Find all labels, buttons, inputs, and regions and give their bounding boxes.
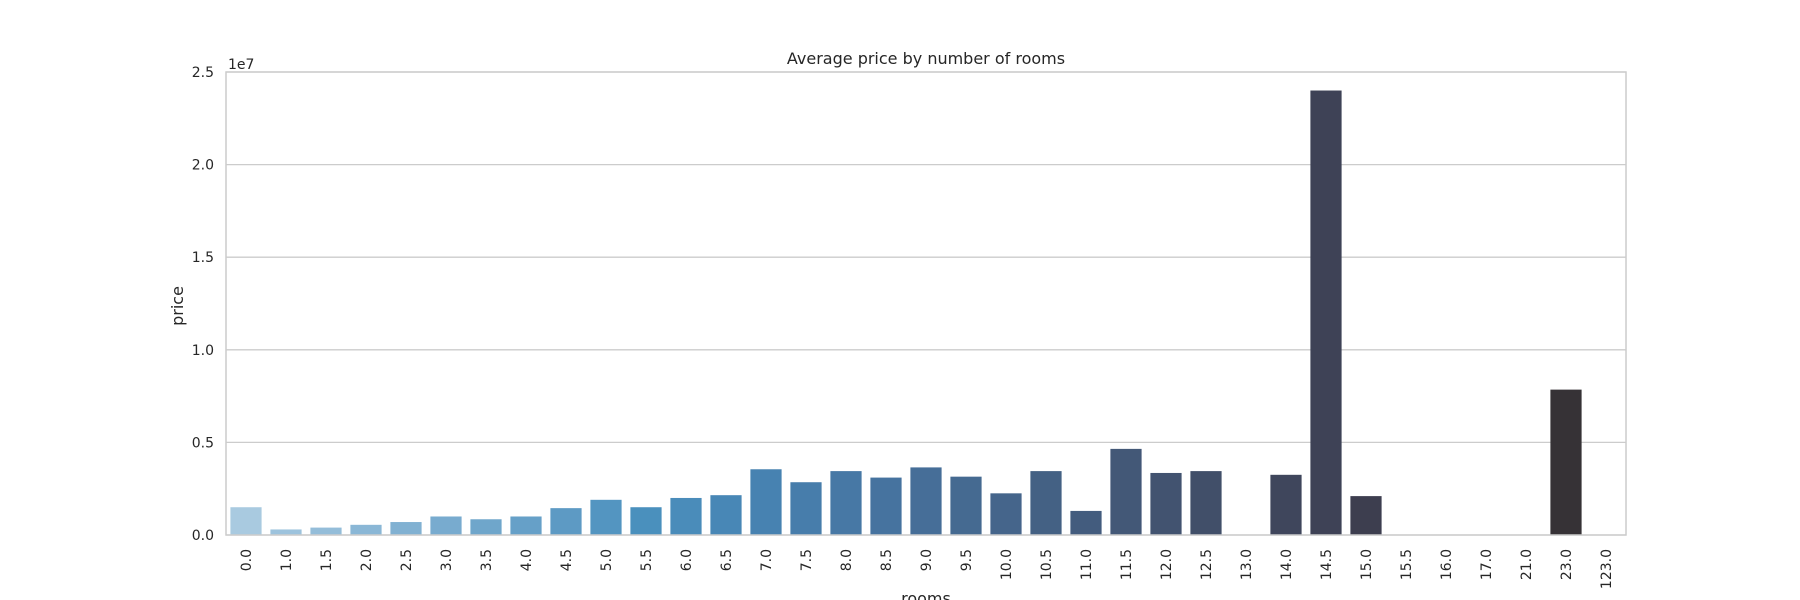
x-tick-label: 1.0 [279,549,295,571]
bar-4.0 [510,516,542,535]
x-tick-label: 11.0 [1079,549,1095,580]
bar-9.0 [910,467,942,535]
bar-8.0 [830,471,862,535]
bar-10.5 [1030,471,1062,535]
bar-5.5 [630,507,662,535]
x-tick-label: 2.0 [359,549,375,571]
gridlines [226,71,1626,536]
x-tick-label: 13.0 [1239,549,1255,580]
bar-3.0 [430,516,462,535]
bar-9.5 [950,476,982,535]
x-tick-label: 12.0 [1159,549,1175,580]
bar-0.0 [230,507,262,535]
x-tick-label: 16.0 [1439,549,1455,580]
y-tick-label: 2.0 [192,158,214,174]
x-tick-label: 11.5 [1119,549,1135,580]
x-tick-label: 3.0 [439,549,455,571]
x-tick-label: 1.5 [319,549,335,571]
x-tick-label: 0.0 [239,549,255,571]
bar-6.0 [670,497,702,535]
x-axis-label: rooms [901,589,951,600]
bar-12.5 [1190,471,1222,535]
y-tick-label: 0.5 [192,435,214,451]
bar-1.5 [310,527,342,535]
y-tick-labels: 0.0 0.5 1.0 1.5 2.0 2.5 [192,65,214,544]
x-tick-label: 12.5 [1199,549,1215,580]
bars [230,90,1582,536]
x-tick-label: 14.5 [1319,549,1335,580]
x-tick-label: 9.5 [959,549,975,571]
x-tick-label: 4.0 [519,549,535,571]
y-tick-label: 2.5 [192,65,214,81]
bar-2.0 [350,524,382,535]
x-tick-label: 7.0 [759,549,775,571]
x-tick-label: 21.0 [1519,549,1535,580]
x-tick-label: 9.0 [919,549,935,571]
bar-4.5 [550,508,582,535]
bar-11.5 [1110,448,1142,535]
x-tick-label: 3.5 [479,549,495,571]
bar-14.5 [1310,90,1342,536]
x-tick-label: 6.5 [719,549,735,571]
x-tick-label: 14.0 [1279,549,1295,580]
y-tick-label: 1.0 [192,343,214,359]
x-tick-label: 23.0 [1559,549,1575,580]
x-tick-label: 2.5 [399,549,415,571]
bar-5.0 [590,499,622,535]
axes-frame [225,71,1627,536]
x-tick-label: 4.5 [559,549,575,571]
bar-6.5 [710,495,742,535]
x-tick-label: 7.5 [799,549,815,571]
y-tick-label: 1.5 [192,250,214,266]
y-offset-label: 1e7 [228,57,254,73]
bar-15.0 [1350,496,1382,535]
x-tick-label: 5.0 [599,549,615,571]
bar-11.0 [1070,510,1102,535]
bar-23.0 [1550,389,1582,535]
y-tick-label: 0.0 [192,528,214,544]
bar-8.5 [870,477,902,535]
x-tick-labels: 0.0 1.0 1.5 2.0 2.5 3.0 3.5 4.0 4.5 5.0 5.5 6.0 6.5 7… [239,549,1615,589]
bar-2.5 [390,522,422,535]
bar-14.0 [1270,474,1302,535]
x-tick-label: 8.5 [879,549,895,571]
x-tick-label: 5.5 [639,549,655,571]
x-tick-label: 15.5 [1399,549,1415,580]
x-tick-label: 123.0 [1599,549,1615,589]
x-tick-label: 15.0 [1359,549,1375,580]
bar-12.0 [1150,472,1182,535]
bar-1.0 [270,529,302,535]
chart-title: Average price by number of rooms [787,49,1065,68]
bar-7.5 [790,482,822,535]
x-tick-label: 10.0 [999,549,1015,580]
y-axis-label: price [168,286,187,326]
bar-3.5 [470,519,502,535]
x-tick-label: 10.5 [1039,549,1055,580]
x-tick-label: 6.0 [679,549,695,571]
plot-frame [225,71,1627,536]
bar-10.0 [990,493,1022,535]
x-tick-label: 17.0 [1479,549,1495,580]
bar-7.0 [750,469,782,535]
x-tick-label: 8.0 [839,549,855,571]
